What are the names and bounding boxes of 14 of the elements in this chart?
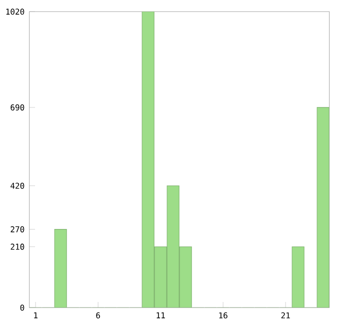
bar (54, 229, 67, 308)
y-tick-label: 1020 (6, 8, 24, 15)
bar (292, 246, 304, 308)
y-tick-label: 210 (10, 244, 24, 250)
x-tick-label: 16 (219, 312, 228, 318)
y-tick-label: 690 (10, 104, 24, 110)
x-tick-label: 6 (96, 312, 100, 318)
y-tick-label: 0 (20, 304, 24, 311)
y-tick-label: 420 (10, 182, 24, 189)
x-tick-label: 21 (281, 312, 290, 318)
y-tick-label: 270 (10, 226, 24, 232)
bar (316, 107, 330, 308)
x-tick-label: 11 (156, 312, 165, 318)
x-tick-label: 1 (34, 312, 38, 318)
